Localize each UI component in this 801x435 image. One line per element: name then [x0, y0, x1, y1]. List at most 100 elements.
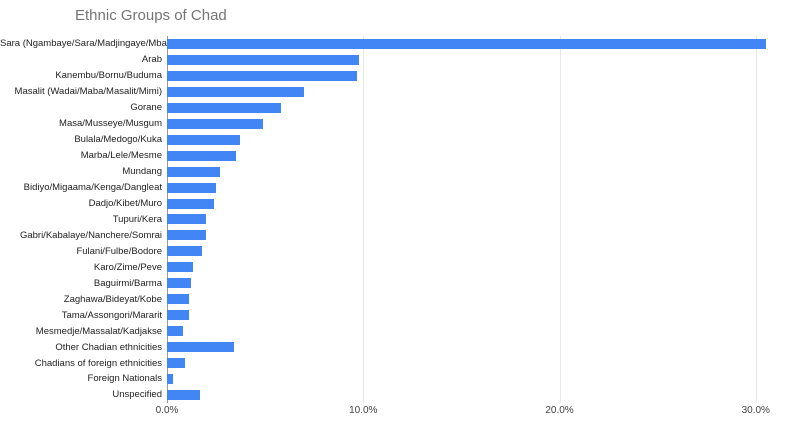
bar[interactable]	[167, 102, 281, 113]
bar-track	[167, 54, 795, 65]
bar-row: Dadjo/Kibet/Muro	[0, 196, 795, 212]
bar[interactable]	[167, 246, 203, 257]
bar[interactable]	[167, 326, 183, 337]
bar-row: Marba/Lele/Mesme	[0, 148, 795, 164]
bar-track	[167, 118, 795, 129]
bar[interactable]	[167, 166, 220, 177]
bar[interactable]	[167, 262, 193, 273]
category-label: Zaghawa/Bideyat/Kobe	[63, 293, 162, 305]
bar-row: Gabri/Kabalaye/Nanchere/Somrai	[0, 227, 795, 243]
category-label: Mundang	[122, 166, 162, 178]
bar-track	[167, 134, 795, 145]
bar-row: Baguirmi/Barma	[0, 275, 795, 291]
bar-row: Arab	[0, 52, 795, 68]
bar-track	[167, 262, 795, 273]
bar[interactable]	[167, 358, 185, 369]
bar[interactable]	[167, 150, 236, 161]
bar[interactable]	[167, 310, 189, 321]
bar-track	[167, 102, 795, 113]
category-label: Gorane	[130, 102, 162, 114]
category-label: Tama/Assongori/Mararit	[61, 309, 162, 321]
bar-row: Sara (Ngambaye/Sara/Madjingaye/Mbaye)	[0, 36, 795, 52]
category-label: Gabri/Kabalaye/Nanchere/Somrai	[19, 229, 162, 241]
bar-track	[167, 150, 795, 161]
bar-track	[167, 310, 795, 321]
bar-row: Other Chadian ethnicities	[0, 339, 795, 355]
bar-track	[167, 198, 795, 209]
bar[interactable]	[167, 182, 217, 193]
bar-row: Zaghawa/Bideyat/Kobe	[0, 291, 795, 307]
category-label: Bidiyo/Migaama/Kenga/Dangleat	[23, 182, 162, 194]
category-label: Karo/Zime/Peve	[93, 261, 162, 273]
bar[interactable]	[167, 86, 305, 97]
bar-row: Chadians of foreign ethnicities	[0, 355, 795, 371]
x-tick-label: 0.0%	[155, 405, 179, 416]
bar[interactable]	[167, 198, 215, 209]
bar[interactable]	[167, 373, 173, 384]
bar-row: Mundang	[0, 164, 795, 180]
category-label: Arab	[141, 54, 162, 66]
bar[interactable]	[167, 54, 360, 65]
category-label: Unspecified	[112, 389, 162, 401]
bar-track	[167, 358, 795, 369]
gridline	[755, 36, 757, 403]
bar[interactable]	[167, 118, 264, 129]
bar-track	[167, 342, 795, 353]
bar-row: Kanembu/Bornu/Buduma	[0, 68, 795, 84]
gridline	[363, 36, 365, 403]
bar-track	[167, 389, 795, 400]
bar-row: Fulani/Fulbe/Bodore	[0, 243, 795, 259]
category-label: Tupuri/Kera	[112, 213, 162, 225]
bar-row: Unspecified	[0, 387, 795, 403]
bar[interactable]	[167, 70, 358, 81]
bar-track	[167, 70, 795, 81]
bar-row: Tama/Assongori/Mararit	[0, 307, 795, 323]
bar-row: Gorane	[0, 100, 795, 116]
category-label: Foreign Nationals	[87, 373, 162, 385]
bar-row: Karo/Zime/Peve	[0, 259, 795, 275]
bar-track	[167, 246, 795, 257]
bar[interactable]	[167, 278, 191, 289]
category-label: Mesmedje/Massalat/Kadjakse	[35, 325, 162, 337]
category-label: Bulala/Medogo/Kuka	[74, 134, 162, 146]
bar-track	[167, 86, 795, 97]
chart-title: Ethnic Groups of Chad	[75, 7, 227, 24]
bar-track	[167, 182, 795, 193]
bar-track	[167, 373, 795, 384]
category-label: Other Chadian ethnicities	[55, 341, 162, 353]
bar-row: Mesmedje/Massalat/Kadjakse	[0, 323, 795, 339]
bar[interactable]	[167, 214, 207, 225]
category-label: Masalit (Wadai/Maba/Masalit/Mimi)	[14, 86, 162, 98]
bar-track	[167, 326, 795, 337]
bar[interactable]	[167, 389, 201, 400]
bar[interactable]	[167, 230, 207, 241]
x-axis: 0.0% 10.0% 20.0% 30.0%	[156, 405, 795, 421]
category-label: Sara (Ngambaye/Sara/Madjingaye/Mbaye)	[0, 38, 167, 50]
category-label: Fulani/Fulbe/Bodore	[76, 245, 162, 257]
bar-track	[167, 294, 795, 305]
category-label: Marba/Lele/Mesme	[80, 150, 162, 162]
category-label: Masa/Musseye/Musgum	[59, 118, 162, 130]
bar-track	[167, 214, 795, 225]
category-label: Baguirmi/Barma	[93, 277, 162, 289]
bar-track	[167, 278, 795, 289]
bar[interactable]	[167, 294, 189, 305]
bar-track	[167, 230, 795, 241]
bar-row: Tupuri/Kera	[0, 211, 795, 227]
category-label: Chadians of foreign ethnicities	[34, 357, 162, 369]
bar-row: Bidiyo/Migaama/Kenga/Dangleat	[0, 180, 795, 196]
bar[interactable]	[167, 134, 240, 145]
bar-row: Masalit (Wadai/Maba/Masalit/Mimi)	[0, 84, 795, 100]
bar-track	[167, 38, 795, 49]
bar-row: Bulala/Medogo/Kuka	[0, 132, 795, 148]
bar-row: Masa/Musseye/Musgum	[0, 116, 795, 132]
bar[interactable]	[167, 38, 766, 49]
bar[interactable]	[167, 342, 234, 353]
category-label: Kanembu/Bornu/Buduma	[55, 70, 162, 82]
bar-track	[167, 166, 795, 177]
gridline	[559, 36, 561, 403]
x-tick-label: 30.0%	[741, 405, 770, 416]
category-label: Dadjo/Kibet/Muro	[88, 198, 162, 209]
rows: Sara (Ngambaye/Sara/Madjingaye/Mbaye) Ara…	[0, 36, 795, 403]
